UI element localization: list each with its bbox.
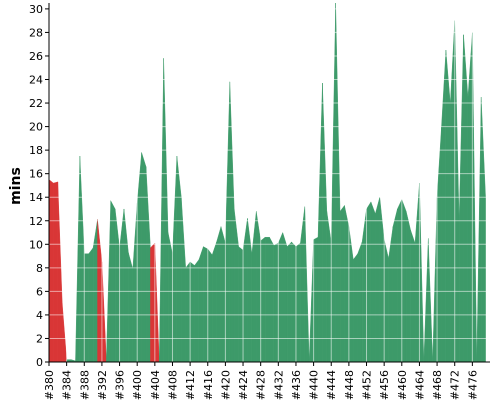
y-tick-label-0: 0 bbox=[36, 356, 43, 369]
area-segment-411 bbox=[185, 261, 191, 363]
area-segment-436 bbox=[295, 242, 301, 363]
x-tick-label-408: #408 bbox=[166, 370, 179, 400]
area-segment-456 bbox=[383, 239, 389, 363]
area-segment-389 bbox=[88, 247, 94, 363]
area-segment-394 bbox=[110, 200, 116, 363]
y-tick-label-26: 26 bbox=[29, 50, 43, 63]
y-tick-label-8: 8 bbox=[36, 262, 43, 275]
x-tick-label-424: #424 bbox=[237, 370, 250, 400]
x-tick-label-384: #384 bbox=[61, 370, 74, 400]
area-segment-432 bbox=[278, 232, 283, 363]
y-tick-label-18: 18 bbox=[29, 144, 43, 157]
x-tick-label-436: #436 bbox=[290, 370, 303, 400]
x-tick-label-396: #396 bbox=[114, 370, 127, 400]
area-segment-429 bbox=[264, 237, 270, 363]
y-tick-label-24: 24 bbox=[29, 74, 43, 87]
area-segment-415 bbox=[203, 246, 208, 363]
x-tick-label-428: #428 bbox=[255, 370, 268, 400]
area-segment-416 bbox=[207, 248, 213, 363]
y-tick-label-12: 12 bbox=[29, 215, 43, 228]
y-tick-label-20: 20 bbox=[29, 121, 43, 134]
x-tick-label-392: #392 bbox=[96, 370, 109, 400]
area-segment-434 bbox=[286, 241, 292, 363]
area-segment-380 bbox=[48, 179, 54, 363]
x-tick-label-420: #420 bbox=[219, 370, 232, 400]
area-segment-419 bbox=[220, 226, 226, 363]
y-tick-label-14: 14 bbox=[29, 191, 43, 204]
area-segment-430 bbox=[269, 237, 275, 363]
area-segment-440 bbox=[313, 236, 319, 363]
area-segment-433 bbox=[282, 232, 288, 363]
x-tick-label-388: #388 bbox=[78, 370, 91, 400]
area-segment-403 bbox=[150, 242, 156, 363]
x-tick-label-404: #404 bbox=[149, 370, 162, 400]
x-tick-label-400: #400 bbox=[131, 370, 144, 400]
x-tick-label-440: #440 bbox=[308, 370, 321, 400]
y-axis-label: mins bbox=[8, 167, 24, 205]
x-tick-label-460: #460 bbox=[396, 370, 409, 400]
area-segment-462 bbox=[410, 230, 416, 363]
area-segment-435 bbox=[291, 241, 297, 363]
area-segment-423 bbox=[238, 246, 244, 363]
y-tick-label-10: 10 bbox=[29, 238, 43, 251]
x-tick-label-476: #476 bbox=[466, 370, 479, 400]
area-segment-417 bbox=[211, 241, 217, 363]
area-segment-458 bbox=[392, 208, 398, 363]
area-segment-413 bbox=[194, 258, 200, 363]
area-segment-401 bbox=[141, 152, 147, 363]
y-tick-label-4: 4 bbox=[36, 309, 43, 322]
x-tick-label-472: #472 bbox=[449, 370, 462, 400]
area-segment-381 bbox=[53, 181, 59, 363]
area-segment-388 bbox=[84, 253, 89, 363]
x-tick-label-448: #448 bbox=[343, 370, 356, 400]
y-tick-label-30: 30 bbox=[29, 3, 43, 16]
y-tick-label-22: 22 bbox=[29, 97, 43, 110]
area-segment-449 bbox=[353, 253, 358, 363]
area-segment-460 bbox=[401, 199, 407, 363]
y-tick-label-16: 16 bbox=[29, 168, 43, 181]
area-segment-418 bbox=[216, 226, 222, 363]
area-segment-412 bbox=[189, 261, 195, 363]
x-tick-label-456: #456 bbox=[378, 370, 391, 400]
area-segment-450 bbox=[357, 241, 363, 363]
x-tick-label-468: #468 bbox=[431, 370, 444, 400]
x-tick-label-432: #432 bbox=[272, 370, 285, 400]
y-tick-label-2: 2 bbox=[36, 332, 43, 345]
area-segment-431 bbox=[273, 242, 279, 363]
y-tick-label-28: 28 bbox=[29, 26, 43, 39]
x-tick-label-444: #444 bbox=[325, 370, 338, 400]
x-tick-label-416: #416 bbox=[202, 370, 215, 400]
area-segment-398 bbox=[128, 252, 133, 363]
y-tick-label-6: 6 bbox=[36, 285, 43, 298]
area-segment-428 bbox=[260, 236, 266, 363]
x-tick-label-464: #464 bbox=[413, 370, 426, 400]
x-tick-label-412: #412 bbox=[184, 370, 197, 400]
x-tick-label-452: #452 bbox=[361, 370, 374, 400]
area-layer bbox=[48, 2, 486, 363]
area-segment-454 bbox=[375, 197, 380, 363]
area-segment-461 bbox=[406, 211, 411, 363]
x-tick-label-380: #380 bbox=[43, 370, 56, 400]
area-segment-414 bbox=[198, 246, 204, 363]
area-segment-459 bbox=[397, 199, 402, 363]
area-segment-407 bbox=[167, 232, 173, 363]
